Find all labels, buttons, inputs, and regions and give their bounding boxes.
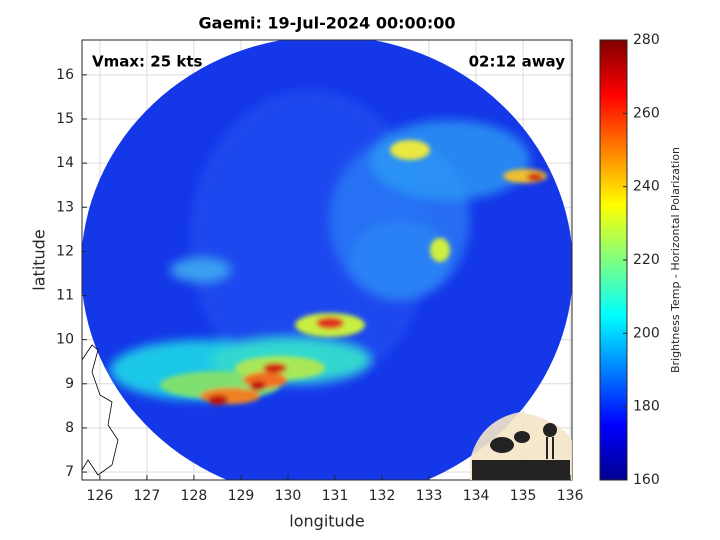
x-tick-label: 129: [228, 488, 255, 504]
x-tick-label: 127: [134, 488, 161, 504]
colorbar-tick-label: 240: [633, 179, 660, 195]
colorbar: [599, 39, 628, 481]
y-axis-label: latitude: [30, 229, 49, 290]
colorbar-tick-label: 160: [633, 472, 660, 488]
annotation: 02:12 away: [469, 53, 566, 71]
logo: [470, 412, 572, 480]
y-tick-label: 8: [65, 420, 74, 436]
x-tick-label: 126: [87, 488, 114, 504]
y-tick-label: 10: [56, 332, 74, 348]
y-tick-label: 14: [56, 155, 74, 171]
colorbar-tick-label: 280: [633, 32, 660, 48]
x-tick-label: 131: [322, 488, 349, 504]
x-tick-label: 130: [275, 488, 302, 504]
y-tick-label: 9: [65, 376, 74, 392]
x-tick-label: 135: [510, 488, 537, 504]
x-tick-label: 134: [463, 488, 490, 504]
y-tick-label: 16: [56, 67, 74, 83]
x-tick-label: 133: [416, 488, 443, 504]
x-axis-label: longitude: [289, 512, 364, 531]
plot-frame: [81, 39, 573, 481]
annotation: Vmax: 25 kts: [92, 53, 202, 71]
y-tick-label: 7: [65, 464, 74, 480]
colorbar-tick-label: 180: [633, 399, 660, 415]
swath-image: [82, 40, 572, 480]
colorbar-tick-label: 220: [633, 252, 660, 268]
colorbar-tick-label: 200: [633, 325, 660, 341]
x-tick-label: 136: [557, 488, 584, 504]
x-tick-label: 128: [181, 488, 208, 504]
y-tick-label: 11: [56, 288, 74, 304]
colorbar-label: Brightness Temp - Horizontal Polarizatio…: [669, 147, 682, 373]
y-tick-label: 15: [56, 111, 74, 127]
x-tick-label: 132: [369, 488, 396, 504]
chart-title: Gaemi: 19-Jul-2024 00:00:00: [199, 14, 456, 33]
y-tick-label: 13: [56, 199, 74, 215]
y-tick-label: 12: [56, 243, 74, 259]
colorbar-tick-label: 260: [633, 105, 660, 121]
